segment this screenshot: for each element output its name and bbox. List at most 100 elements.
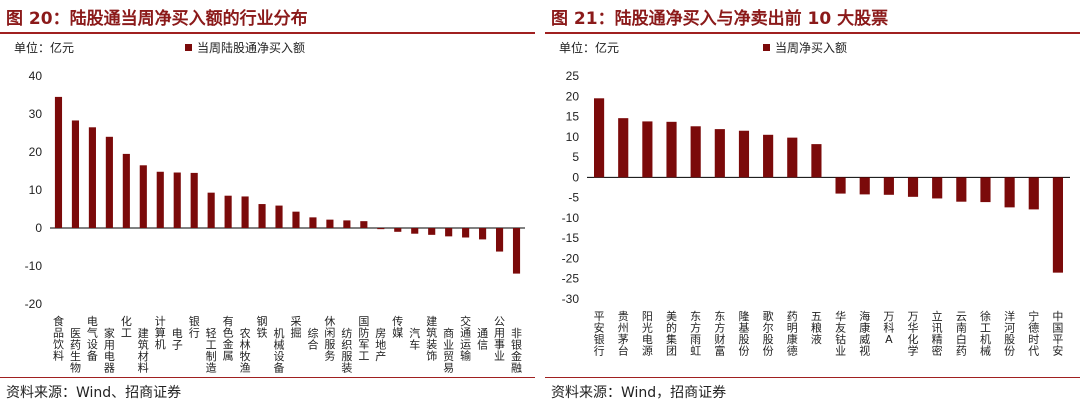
category-label: 交通运输 [460,314,471,363]
y-tick-label: 10 [29,183,43,197]
unit-label: 单位：亿元 [14,40,74,55]
category-label: 有色金属 [223,314,234,363]
bar-chart-stocks: 单位：亿元 当周净买入额 -30 -25 -20 -15 -10 -5 0 5 10 15 20 25 平安… [559,40,1070,358]
legend-label: 当周陆股通净买入额 [197,40,305,55]
y-tick-label: 25 [566,69,580,83]
bar [394,228,402,232]
bar [326,219,334,228]
bar [54,96,63,229]
category-label: 贵州茅台 [618,310,629,358]
bar [275,205,283,228]
category-label: 非银金融 [511,327,522,375]
category-label: 云南白药 [956,310,967,358]
bar [309,217,317,228]
category-label: 机械设备 [274,326,285,375]
category-label: 五粮液 [811,310,822,346]
y-tick-label: 0 [35,221,42,235]
y-tick-label: 20 [566,89,580,103]
category-label: 东方雨虹 [690,310,701,358]
category-label: 钢铁 [257,315,268,340]
category-label: 轻工制造 [206,326,217,375]
category-label: 银行 [189,314,200,340]
category-label: 立讯精密 [932,309,943,358]
bar [666,121,677,178]
category-label: 洋河股份 [1004,309,1015,358]
bar [292,211,300,228]
y-tick-label: 5 [572,150,579,164]
bar [428,228,436,235]
bar [859,177,870,195]
source-note: 资料来源：Wind、招商证券 [6,385,182,401]
category-label: 阳光电源 [642,310,653,358]
category-label: 建筑装饰 [426,314,437,363]
category-label: 海康威视 [859,309,870,358]
category-label: 通信 [477,327,488,352]
bar [258,204,266,228]
bar [156,171,164,228]
title-rule [545,32,1080,34]
y-tick-label: -25 [562,272,580,286]
unit-label: 单位：亿元 [559,40,619,55]
y-tick-label: -10 [25,259,43,273]
category-label: 农林牧渔 [240,326,251,375]
bar [224,195,232,228]
y-tick-label: -30 [562,292,580,306]
bar [71,120,80,228]
category-label: 电气设备 [87,315,98,363]
bar [105,136,113,228]
category-label: 徐工机械 [980,309,991,358]
category-label: 化工 [121,314,132,340]
category-label: 综合 [307,326,318,352]
bar [360,221,368,228]
bar [787,137,798,178]
bar [907,177,919,197]
bar [594,98,605,178]
y-tick-label: 30 [29,107,43,121]
y-tick-label: 0 [572,170,579,184]
bar [241,196,249,228]
category-label: 家用电器 [104,326,115,375]
category-label: 药明康德 [787,310,798,358]
y-tick-label: -10 [562,211,580,225]
bar [690,126,701,178]
category-label: 东方财富 [714,310,725,358]
category-label: 房地产 [375,327,386,363]
bar [811,144,822,178]
chart-title: 图 21：陆股通净买入与净卖出前 10 大股票 [551,9,889,29]
bar [1052,177,1063,273]
bar [956,177,967,202]
bar [1028,177,1039,210]
category-label: 华友钴业 [835,309,846,358]
legend-label: 当周净买入额 [775,41,847,55]
category-label: 万华化学 [908,310,919,358]
category-label: 采掘 [290,315,301,340]
bar [883,177,894,195]
legend-swatch [763,44,770,51]
source-rule [0,377,535,378]
y-tick-label: -5 [568,191,579,205]
source-rule [545,377,1080,378]
bar [445,228,453,237]
y-tick-label: -20 [562,251,580,265]
category-label: 商业贸易 [443,326,454,375]
category-label: 美的集团 [666,310,677,358]
y-tick-label: 40 [29,69,43,83]
category-label: 中国平安 [1052,310,1063,358]
category-label: 歌尔股份 [763,309,774,358]
y-tick-label: 20 [29,145,43,159]
bar [618,118,629,178]
bar [763,134,774,178]
category-label: 建筑材料 [138,326,149,375]
category-label: 传媒 [392,315,403,340]
chart-title: 图 20：陆股通当周净买入额的行业分布 [6,9,308,29]
category-label: 休闲服务 [324,315,335,363]
bar [835,177,846,194]
category-label: 医药生物 [70,327,81,375]
bar [122,153,130,228]
bar [88,127,96,228]
category-label: 国防军工 [358,315,369,363]
category-label: 食品饮料 [53,314,64,363]
bar-chart-industry: 单位：亿元 当周陆股通净买入额 -20 -10 0 10 20 30 40 食品饮料医药生物电气设… [14,40,525,375]
category-label: 电子 [172,327,183,352]
bar [343,220,351,228]
